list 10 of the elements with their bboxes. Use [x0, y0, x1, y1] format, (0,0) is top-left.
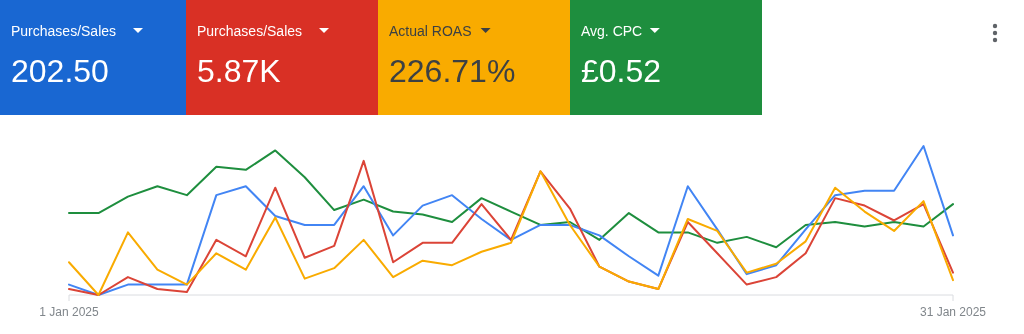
category-label: Purchases/Sales	[197, 23, 303, 39]
text: £0.52	[581, 53, 662, 89]
text: 5.87K	[197, 53, 281, 89]
category-label: Avg. CPC	[581, 23, 643, 39]
x-tick-label: 1 Jan 2025	[39, 305, 100, 319]
text: 226.71%	[389, 53, 516, 89]
x-tick-label: 31 Jan 2025	[919, 305, 987, 319]
category-label: Actual ROAS	[389, 23, 472, 39]
category-label: Purchases/Sales	[11, 23, 117, 39]
text: 202.50	[11, 53, 109, 89]
